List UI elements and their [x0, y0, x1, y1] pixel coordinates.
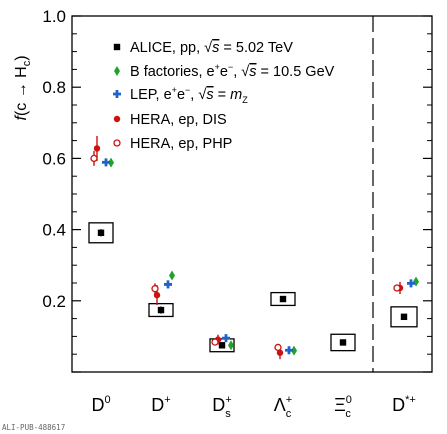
- data-point: [108, 157, 114, 168]
- legend-marker: [113, 43, 121, 51]
- legend-entry: LEP, e+e−, √s = mZ: [130, 85, 248, 105]
- legend-entry: HERA, ep, DIS: [130, 112, 227, 128]
- data-point: [407, 279, 415, 288]
- data-point: [222, 334, 231, 343]
- legend-marker: [113, 115, 121, 123]
- data-point: [97, 229, 105, 237]
- data-point-layer: [90, 135, 419, 360]
- label-layer: f(c → Hc) D0 D+ D+ s Λ+ c Ξ0 c D*+: [13, 55, 416, 420]
- legend: ALICE, pp, √s = 5.02 TeV B factories, e+e…: [113, 40, 335, 152]
- data-point: [169, 270, 175, 281]
- legend-entry: ALICE, pp, √s = 5.02 TeV: [130, 40, 293, 56]
- y-tick-label: 0.8: [42, 78, 66, 97]
- legend-marker: [114, 66, 120, 76]
- data-point: [157, 306, 165, 314]
- syst-box: [148, 302, 174, 318]
- data-point: [276, 349, 284, 356]
- data-point: [218, 342, 226, 349]
- category-label: D0: [91, 394, 110, 415]
- legend-entry: HERA, ep, PHP: [130, 136, 232, 152]
- systematic-box-layer: [88, 222, 418, 353]
- category-label: D+ s: [212, 394, 231, 420]
- category-label: D+: [151, 394, 170, 415]
- data-point: [102, 158, 110, 167]
- data-point: [279, 295, 287, 303]
- axes-layer: 0.2 0.4 0.6 0.8 1.0: [42, 7, 433, 373]
- data-point: [151, 285, 159, 293]
- y-axis-label: f(c → Hc): [13, 55, 33, 120]
- data-point: [228, 340, 234, 351]
- y-tick-label: 1.0: [42, 7, 66, 26]
- y-tick-label: 0.4: [42, 221, 66, 240]
- syst-box: [330, 333, 356, 352]
- syst-box: [88, 222, 114, 244]
- y-tick-label: 0.2: [42, 292, 66, 311]
- figure-id-footer: ALI-PUB-488617: [2, 423, 65, 432]
- data-point: [400, 313, 408, 321]
- legend-entry: B factories, e+e−, √s = 10.5 GeV: [130, 62, 335, 80]
- data-point: [164, 280, 173, 289]
- data-point: [291, 345, 297, 356]
- data-point: [274, 343, 282, 352]
- data-point: [93, 145, 101, 152]
- y-tick-label: 0.6: [42, 149, 66, 168]
- syst-box: [270, 291, 296, 307]
- data-point: [339, 339, 347, 346]
- data-point: [90, 154, 98, 163]
- category-label: Ξ0 c: [334, 394, 352, 420]
- data-point: [211, 338, 219, 346]
- category-label: Λ+ c: [274, 394, 292, 420]
- legend-marker: [113, 90, 121, 98]
- syst-box: [390, 306, 418, 328]
- data-point: [413, 276, 419, 287]
- category-label: D*+: [392, 394, 416, 415]
- legend-marker: [113, 139, 121, 147]
- data-point: [285, 346, 293, 355]
- data-point: [393, 284, 401, 292]
